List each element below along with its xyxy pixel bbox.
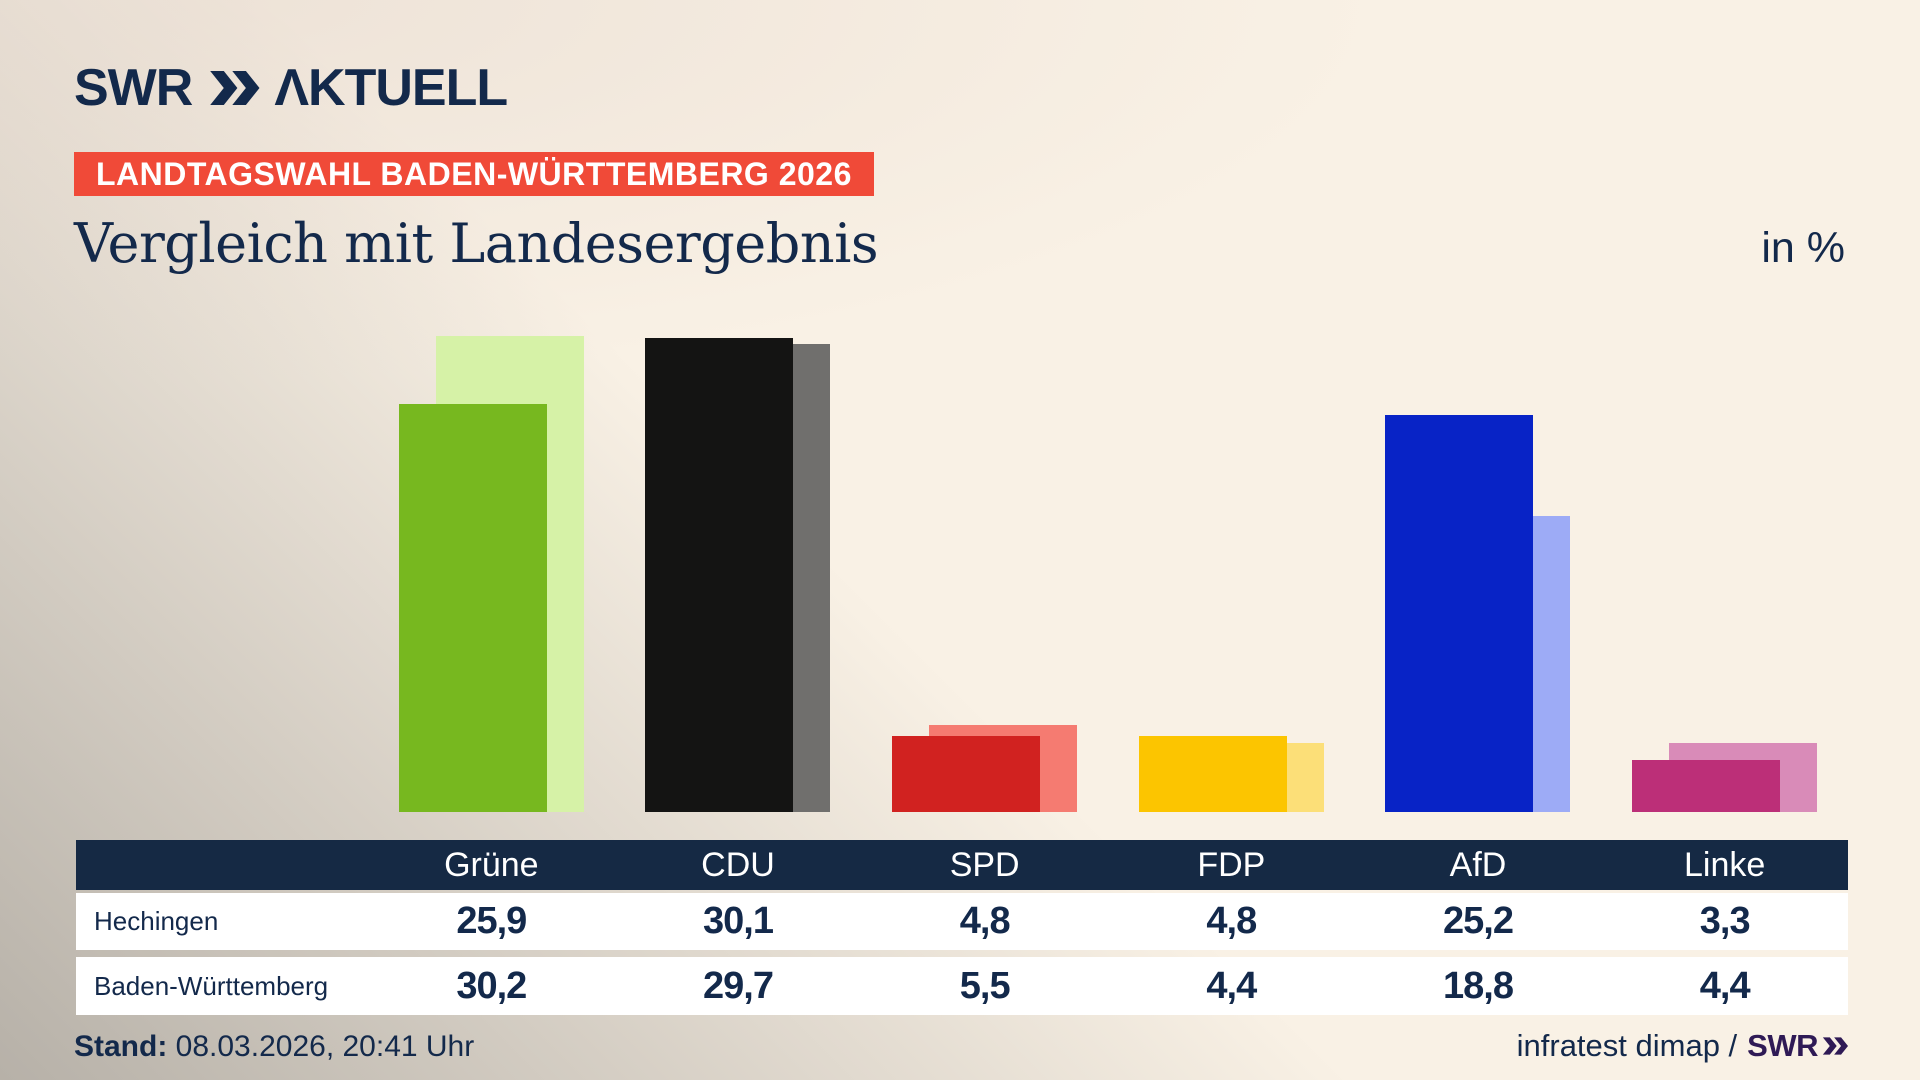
value-cell: 18,8 — [1443, 964, 1514, 1007]
double-chevron-icon — [208, 71, 260, 105]
source-credit: infratest dimap / SWR — [1517, 1028, 1848, 1064]
value-cell: 29,7 — [703, 964, 774, 1007]
header-fdp: FDP — [1197, 845, 1266, 884]
bar-hechingen-fdp — [1138, 736, 1287, 812]
value-cell: 3,3 — [1699, 900, 1751, 942]
logo-aktuell-text: ΛKTUELL — [274, 59, 508, 117]
source-swr-text: SWR — [1747, 1028, 1818, 1063]
value-cell: 25,2 — [1443, 900, 1514, 942]
row-label: Baden-Württemberg — [94, 970, 329, 1001]
value-cell: 4,4 — [1206, 964, 1257, 1007]
swr-aktuell-logo: SWR ΛKTUELL — [74, 58, 508, 118]
chart-title: Vergleich mit Landesergebnis — [74, 212, 879, 275]
table-header-row: Grüne CDU SPD FDP AfD Linke — [76, 840, 1848, 890]
title-row: Vergleich mit Landesergebnis in % — [74, 212, 1845, 275]
header-gruene: Grüne — [444, 845, 539, 884]
unit-label: in % — [1761, 224, 1845, 272]
row-label: Hechingen — [94, 906, 219, 936]
header-spd: SPD — [949, 845, 1020, 884]
stand-label: Stand: — [74, 1030, 168, 1063]
stand-value: 08.03.2026, 20:41 Uhr — [175, 1030, 475, 1063]
timestamp: Stand: 08.03.2026, 20:41 Uhr — [74, 1030, 474, 1064]
header-afd: AfD — [1449, 845, 1507, 884]
value-cell: 25,9 — [456, 900, 527, 942]
logo-swr-text: SWR — [74, 59, 193, 117]
value-cell: 4,8 — [1206, 900, 1257, 942]
source-text: infratest dimap / — [1516, 1028, 1738, 1063]
bar-hechingen-linke — [1631, 760, 1780, 812]
double-chevron-icon — [1822, 1037, 1848, 1055]
bar-hechingen-afd — [1385, 414, 1534, 812]
bar-hechingen-cdu — [645, 337, 794, 812]
bar-hechingen-gr-ne — [398, 403, 547, 812]
value-cell: 30,2 — [456, 964, 527, 1007]
value-cell: 30,1 — [703, 900, 774, 942]
election-badge: LANDTAGSWAHL BADEN-WÜRTTEMBERG 2026 — [74, 152, 874, 196]
table-row-baden-wuerttemberg: Baden-Württemberg 30,2 29,7 5,5 4,4 18,8… — [76, 957, 1848, 1015]
source-swr-logo: SWR — [1747, 1028, 1848, 1064]
value-cell: 4,8 — [959, 900, 1011, 942]
bar-hechingen-spd — [891, 736, 1040, 812]
results-table: Grüne CDU SPD FDP AfD Linke Hechingen 25… — [76, 840, 1848, 1015]
header-linke: Linke — [1684, 845, 1766, 884]
value-cell: 5,5 — [959, 964, 1011, 1007]
table-row-hechingen: Hechingen 25,9 30,1 4,8 4,8 25,2 3,3 — [76, 893, 1848, 950]
header-cdu: CDU — [701, 845, 775, 884]
value-cell: 4,4 — [1699, 964, 1751, 1007]
